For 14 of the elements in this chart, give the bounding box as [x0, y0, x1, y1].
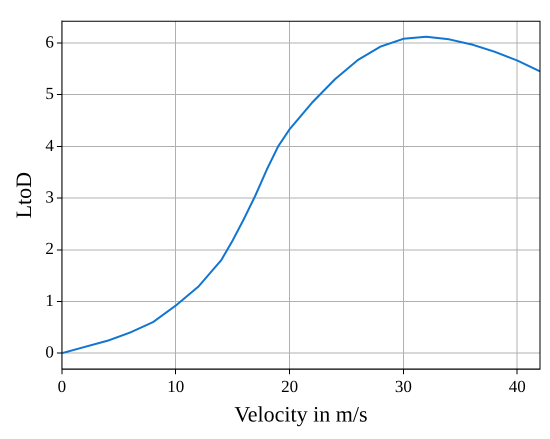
x-tick-label: 40	[508, 376, 526, 396]
y-tick-label: 4	[45, 136, 54, 155]
y-axis-title: LtoD	[10, 172, 36, 218]
x-tick-label: 20	[281, 376, 298, 396]
y-tick-label: 6	[45, 32, 54, 52]
x-tick-label: 10	[167, 376, 184, 396]
x-axis-title: Velocity in m/s	[234, 402, 368, 427]
y-tick-label: 3	[45, 188, 54, 207]
y-tick-label: 1	[45, 290, 54, 310]
y-tick-label: 2	[45, 239, 54, 258]
x-tick-label: 30	[394, 376, 412, 396]
x-tick-label: 0	[58, 376, 66, 396]
y-tick-label: 5	[45, 84, 54, 104]
y-tick-label: 0	[45, 342, 54, 362]
